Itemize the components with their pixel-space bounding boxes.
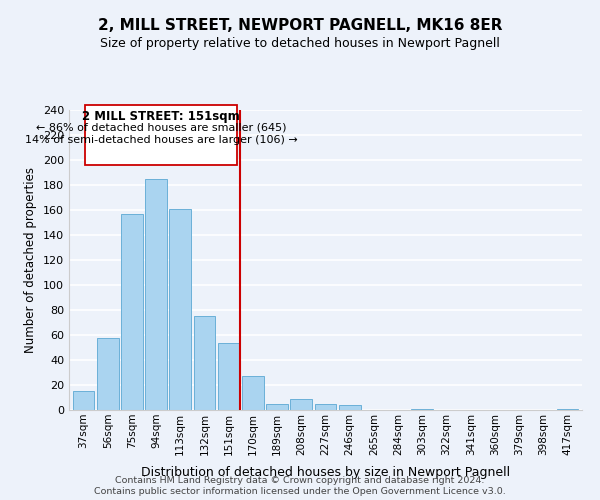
Bar: [169, 209, 191, 410]
Bar: [290, 399, 312, 410]
Bar: [242, 376, 264, 410]
Bar: [194, 316, 215, 410]
Text: Contains HM Land Registry data © Crown copyright and database right 2024.: Contains HM Land Registry data © Crown c…: [115, 476, 485, 485]
Bar: [314, 404, 337, 410]
Bar: [73, 391, 94, 410]
Text: 2, MILL STREET, NEWPORT PAGNELL, MK16 8ER: 2, MILL STREET, NEWPORT PAGNELL, MK16 8E…: [98, 18, 502, 32]
FancyBboxPatch shape: [85, 105, 237, 165]
X-axis label: Distribution of detached houses by size in Newport Pagnell: Distribution of detached houses by size …: [141, 466, 510, 479]
Text: 14% of semi-detached houses are larger (106) →: 14% of semi-detached houses are larger (…: [25, 135, 298, 145]
Bar: [339, 405, 361, 410]
Bar: [145, 179, 167, 410]
Text: Size of property relative to detached houses in Newport Pagnell: Size of property relative to detached ho…: [100, 38, 500, 51]
Bar: [97, 338, 119, 410]
Bar: [218, 342, 239, 410]
Y-axis label: Number of detached properties: Number of detached properties: [25, 167, 37, 353]
Bar: [412, 409, 433, 410]
Bar: [266, 404, 288, 410]
Text: ← 86% of detached houses are smaller (645): ← 86% of detached houses are smaller (64…: [36, 122, 287, 132]
Bar: [121, 214, 143, 410]
Bar: [557, 409, 578, 410]
Text: Contains public sector information licensed under the Open Government Licence v3: Contains public sector information licen…: [94, 488, 506, 496]
Text: 2 MILL STREET: 151sqm: 2 MILL STREET: 151sqm: [82, 110, 240, 123]
